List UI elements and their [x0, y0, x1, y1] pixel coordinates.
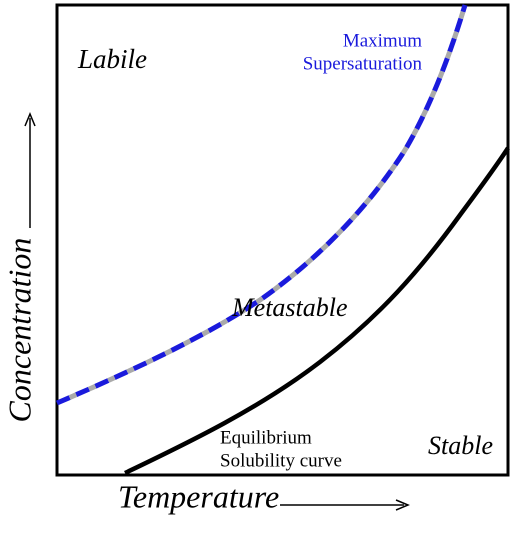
region-label: Metastable — [231, 293, 348, 322]
supersaturation-curve-shade — [56, 4, 468, 406]
solubility-curve — [124, 146, 510, 476]
region-label: Labile — [77, 44, 147, 74]
y-axis-label: Concentration — [1, 238, 37, 423]
y-arrow-head — [24, 112, 36, 127]
plot-frame — [55, 3, 510, 477]
curve-label: Solubility curve — [220, 450, 342, 471]
x-arrow-head — [395, 499, 410, 511]
curve-label: Equilibrium — [220, 427, 312, 448]
supersaturation-curve — [56, 4, 468, 406]
curve-label: Maximum — [343, 30, 422, 51]
curve-label: Supersaturation — [303, 53, 423, 74]
region-label: Stable — [428, 431, 493, 460]
x-axis-label: Temperature — [118, 478, 279, 514]
